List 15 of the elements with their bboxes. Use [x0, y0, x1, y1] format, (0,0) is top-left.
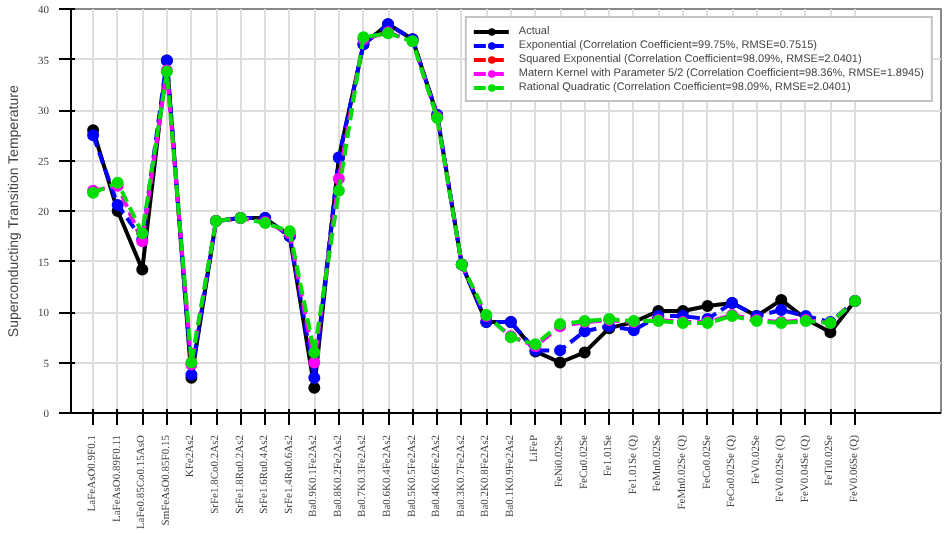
point	[554, 356, 567, 369]
point	[775, 293, 788, 306]
point	[136, 227, 149, 240]
point	[87, 129, 100, 142]
point	[775, 303, 788, 316]
point	[308, 346, 321, 359]
point	[136, 263, 149, 276]
point	[554, 344, 567, 357]
point	[111, 198, 124, 211]
point	[701, 299, 714, 312]
point	[578, 346, 591, 359]
point	[308, 381, 321, 394]
point	[308, 371, 321, 384]
point	[332, 184, 345, 197]
point	[308, 356, 321, 369]
